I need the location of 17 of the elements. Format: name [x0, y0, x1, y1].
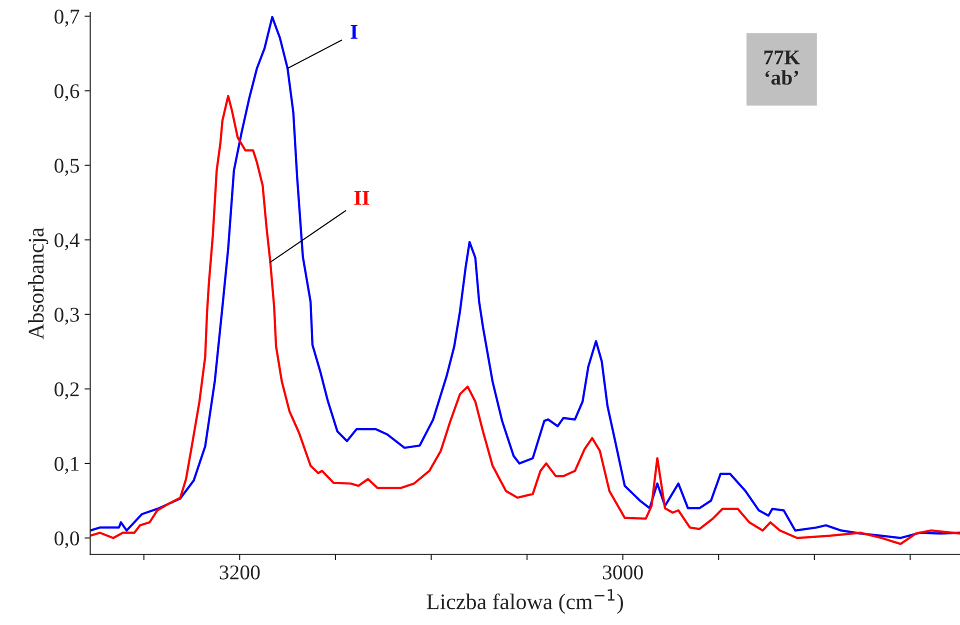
- y-tick-label: 0,3: [54, 308, 80, 325]
- y-tick-label: 0,6: [54, 84, 80, 102]
- y-axis-title: Absorbancja: [28, 228, 48, 340]
- text: II: [354, 191, 370, 205]
- y-tick-label: 0,2: [54, 382, 79, 400]
- text: I: [350, 25, 358, 39]
- y-tick-label: 0,7: [54, 10, 80, 27]
- line-series: [90, 94, 960, 546]
- y-tick-label: 0,1: [54, 456, 79, 474]
- line-series: [90, 16, 960, 540]
- x-tick-label: 3000: [602, 565, 643, 580]
- x-axis-title: Liczba falowa (cm$^{−1}$): [426, 589, 623, 614]
- y-tick-label: 0,0: [54, 531, 80, 548]
- y-tick-label: 0,5: [54, 158, 80, 176]
- annotation: 77K ‘ab’: [764, 50, 800, 85]
- x-tick-label: 3200: [220, 565, 260, 580]
- y-tick-label: 0,4: [54, 233, 80, 250]
